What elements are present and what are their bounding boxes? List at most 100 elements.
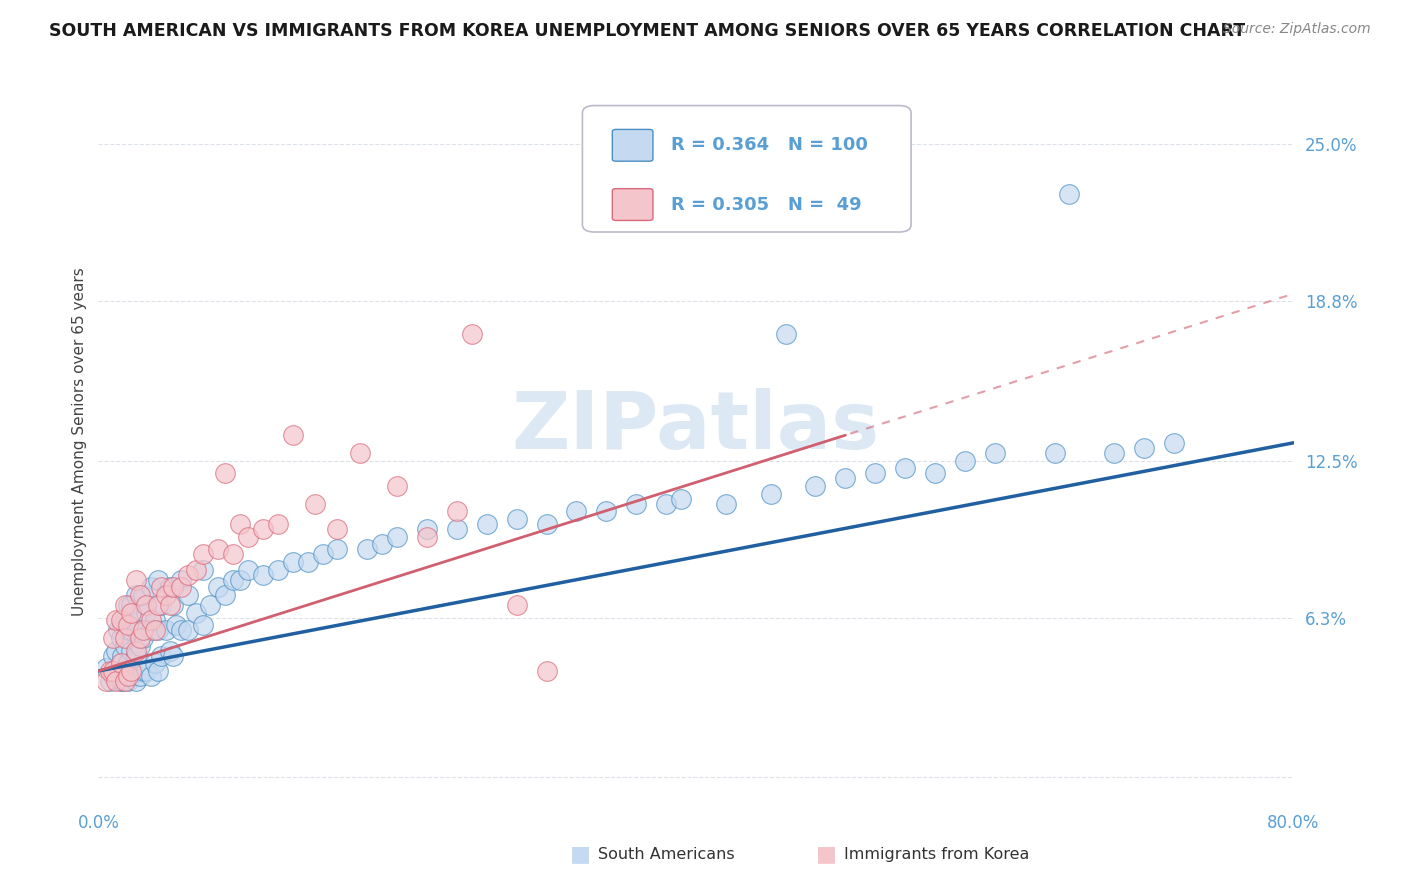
- Point: [1163, 435, 1185, 450]
- Point: [281, 428, 304, 442]
- Point: [162, 598, 184, 612]
- Point: [267, 516, 290, 531]
- Point: [105, 643, 128, 657]
- Point: [177, 588, 200, 602]
- Point: [105, 674, 128, 689]
- Point: [132, 664, 155, 678]
- Point: [117, 657, 139, 671]
- Point: [326, 542, 349, 557]
- Point: [1059, 187, 1081, 202]
- Point: [120, 669, 142, 683]
- Point: [1043, 446, 1066, 460]
- Point: [214, 588, 236, 602]
- Point: [125, 643, 148, 657]
- FancyBboxPatch shape: [582, 105, 911, 232]
- Point: [110, 657, 132, 671]
- Point: [111, 674, 134, 689]
- Text: R = 0.305   N =  49: R = 0.305 N = 49: [671, 195, 862, 213]
- Point: [125, 624, 148, 638]
- Point: [105, 669, 128, 683]
- Point: [1104, 446, 1126, 460]
- Point: [125, 674, 148, 689]
- Point: [114, 631, 136, 645]
- Point: [385, 530, 409, 544]
- Point: [143, 613, 166, 627]
- Text: Source: ZipAtlas.com: Source: ZipAtlas.com: [1223, 22, 1371, 37]
- Text: ■: ■: [815, 845, 837, 864]
- Point: [924, 467, 946, 481]
- Point: [326, 522, 349, 536]
- Point: [669, 491, 692, 506]
- Point: [94, 674, 117, 689]
- Point: [110, 631, 132, 645]
- Point: [169, 573, 191, 587]
- Point: [94, 661, 117, 675]
- Text: Immigrants from Korea: Immigrants from Korea: [844, 847, 1029, 862]
- Point: [110, 613, 132, 627]
- Point: [252, 567, 274, 582]
- Point: [159, 598, 181, 612]
- Point: [165, 618, 187, 632]
- Point: [155, 588, 177, 602]
- Point: [135, 664, 157, 678]
- Point: [506, 598, 529, 612]
- Point: [129, 588, 152, 602]
- Point: [229, 573, 252, 587]
- Point: [536, 664, 558, 678]
- Point: [148, 598, 170, 612]
- Point: [984, 446, 1007, 460]
- Point: [103, 631, 125, 645]
- Point: [150, 648, 173, 663]
- Point: [111, 618, 134, 632]
- Point: [759, 486, 782, 500]
- Point: [222, 573, 245, 587]
- Point: [110, 674, 132, 689]
- Y-axis label: Unemployment Among Seniors over 65 years: Unemployment Among Seniors over 65 years: [72, 268, 87, 615]
- Point: [120, 664, 142, 678]
- Point: [191, 618, 214, 632]
- Point: [461, 326, 484, 341]
- Point: [177, 567, 200, 582]
- Point: [236, 563, 259, 577]
- Point: [114, 669, 136, 683]
- Text: South Americans: South Americans: [598, 847, 734, 862]
- Point: [132, 588, 155, 602]
- Point: [129, 606, 152, 620]
- Point: [110, 657, 132, 671]
- Point: [150, 598, 173, 612]
- Point: [356, 542, 378, 557]
- Point: [98, 674, 122, 689]
- Point: [595, 504, 617, 518]
- Point: [148, 573, 170, 587]
- Point: [416, 530, 439, 544]
- Point: [114, 674, 136, 689]
- Point: [304, 497, 326, 511]
- Point: [159, 643, 181, 657]
- Point: [107, 624, 129, 638]
- Point: [162, 648, 184, 663]
- Point: [117, 669, 139, 683]
- Point: [139, 669, 162, 683]
- Point: [565, 504, 588, 518]
- Point: [775, 326, 797, 341]
- Point: [184, 563, 207, 577]
- Point: [117, 624, 139, 638]
- Point: [132, 631, 155, 645]
- Point: [139, 624, 162, 638]
- Point: [446, 522, 468, 536]
- Point: [148, 664, 170, 678]
- Point: [135, 598, 157, 612]
- Point: [267, 563, 290, 577]
- Point: [200, 598, 222, 612]
- FancyBboxPatch shape: [613, 188, 652, 220]
- Point: [371, 537, 394, 551]
- Point: [155, 624, 177, 638]
- Point: [125, 648, 148, 663]
- Point: [236, 530, 259, 544]
- Point: [129, 639, 152, 653]
- Point: [117, 618, 139, 632]
- Point: [229, 516, 252, 531]
- Point: [297, 555, 319, 569]
- Point: [107, 664, 129, 678]
- Point: [207, 542, 229, 557]
